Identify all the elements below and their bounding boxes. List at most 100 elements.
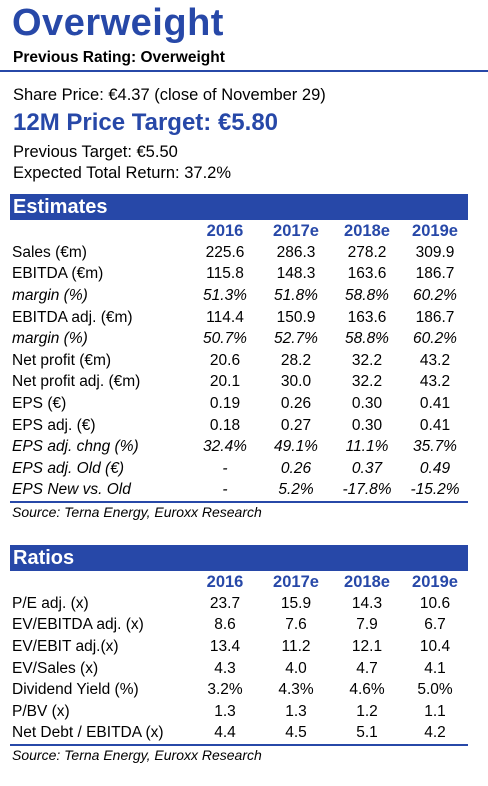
table-row: Net profit adj. (€m) 20.1 30.0 32.2 43.2 [10,372,468,394]
cell-value: 60.2% [413,330,457,348]
cell-value: 58.8% [345,286,389,304]
cell-value: 32.2 [351,351,383,369]
year-header-blank [10,571,190,593]
table-row: EBITDA adj. (€m) 114.4 150.9 163.6 186.7 [10,307,468,329]
row-label: Sales (€m) [12,243,87,261]
row-label: EV/EBIT adj.(x) [12,637,119,655]
table-row: EPS adj. Old (€) - 0.26 0.37 0.49 [10,458,468,480]
cell-value: 7.6 [285,616,307,634]
estimates-bottom-rule [10,501,468,503]
cell-value: 0.49 [419,459,451,477]
estimates-table: 2016 2017e 2018e 2019e Sales (€m) 225.6 286.3 2… [10,220,468,501]
cell-value: 20.6 [209,351,241,369]
table-row: EPS adj. (€) 0.18 0.27 0.30 0.41 [10,415,468,437]
table-row: Dividend Yield (%) 3.2% 4.3% 4.6% 5.0% [10,679,468,701]
cell-value: 115.8 [206,265,244,283]
table-row: Net profit (€m) 20.6 28.2 32.2 43.2 [10,350,468,372]
cell-value: 51.8% [274,286,318,304]
expected-return: Expected Total Return: 37.2% [13,164,231,182]
cell-value: 114.4 [206,308,244,326]
cell-value: 8.6 [214,616,236,634]
cell-value: 0.26 [280,394,312,412]
cell-value: -15.2% [410,481,460,499]
cell-value: 4.6% [349,681,385,699]
year-header-blank [10,220,190,242]
cell-value: 12.1 [351,637,383,655]
cell-value: 4.7 [356,659,378,677]
cell-value: 309.9 [415,243,455,261]
ratios-title: Ratios [10,545,468,571]
row-label: EPS adj. (€) [12,416,96,434]
cell-value: 28.2 [280,351,312,369]
year-header: 2018e [344,221,390,240]
cell-value: 43.2 [419,373,451,391]
cell-value: 4.5 [285,724,307,742]
row-label: EPS adj. Old (€) [12,459,124,477]
cell-value: 52.7% [274,330,318,348]
cell-value: - [222,459,228,477]
cell-value: 13.4 [209,637,241,655]
cell-value: 4.2 [424,724,446,742]
cell-value: 5.2% [278,481,314,499]
cell-value: 30.0 [280,373,312,391]
estimates-section: Estimates 2016 2017e 2018e 2019e Sales (€m) 2… [10,194,468,522]
cell-value: 51.3% [203,286,247,304]
table-row: margin (%) 51.3% 51.8% 58.8% 60.2% [10,285,468,307]
row-label: Dividend Yield (%) [12,681,139,699]
row-label: P/BV (x) [12,702,70,720]
cell-value: 0.30 [351,416,383,434]
cell-value: 32.2 [351,373,383,391]
cell-value: 148.3 [276,265,316,283]
cell-value: 1.2 [356,702,378,720]
price-target: 12M Price Target: €5.80 [13,109,279,136]
cell-value: 35.7% [413,438,457,456]
row-label: EPS (€) [12,394,67,412]
previous-rating: Previous Rating: Overweight [13,49,225,66]
year-header: 2017e [273,221,319,240]
row-label: P/E adj. (x) [12,594,89,612]
cell-value: 4.0 [285,659,307,677]
row-label: EPS New vs. Old [12,481,131,499]
table-row: Sales (€m) 225.6 286.3 278.2 309.9 [10,242,468,264]
cell-value: 278.2 [347,243,387,261]
cell-value: 0.41 [419,416,451,434]
year-header-row: 2016 2017e 2018e 2019e [10,571,468,593]
cell-value: 5.0% [417,681,453,699]
ratios-bottom-rule [10,744,468,746]
cell-value: 49.1% [274,438,318,456]
cell-value: 150.9 [276,308,316,326]
cell-value: 1.3 [285,702,307,720]
row-label: EV/EBITDA adj. (x) [12,616,144,634]
row-label: Net profit (€m) [12,351,112,369]
table-row: EPS (€) 0.19 0.26 0.30 0.41 [10,393,468,415]
header-divider [0,70,488,72]
ratios-table: 2016 2017e 2018e 2019e P/E adj. (x) 23.7 15.9 1… [10,571,468,744]
table-row: P/BV (x) 1.3 1.3 1.2 1.1 [10,701,468,723]
cell-value: 15.9 [280,594,312,612]
cell-value: 1.3 [214,702,236,720]
table-row: EPS adj. chng (%) 32.4% 49.1% 11.1% 35.7% [10,436,468,458]
cell-value: 4.1 [424,659,446,677]
year-header: 2016 [206,221,244,240]
table-row: EV/EBITDA adj. (x) 8.6 7.6 7.9 6.7 [10,615,468,637]
cell-value: 186.7 [415,265,455,283]
cell-value: 11.2 [281,637,311,655]
cell-value: 0.18 [209,416,241,434]
cell-value: -17.8% [342,481,392,499]
cell-value: 0.37 [351,459,383,477]
cell-value: 163.6 [347,308,387,326]
estimates-source: Source: Terna Energy, Euroxx Research [12,503,262,520]
cell-value: 11.1% [345,438,389,456]
table-row: EPS New vs. Old - 5.2% -17.8% -15.2% [10,480,468,502]
cell-value: 32.4% [203,438,247,456]
cell-value: 6.7 [424,616,446,634]
ratios-section: Ratios 2016 2017e 2018e 2019e P/E adj. (x) 23… [10,545,468,765]
year-header: 2018e [344,572,390,591]
cell-value: - [222,481,228,499]
cell-value: 0.41 [419,394,451,412]
cell-value: 0.27 [280,416,312,434]
cell-value: 0.26 [280,459,312,477]
cell-value: 5.1 [356,724,378,742]
table-row: P/E adj. (x) 23.7 15.9 14.3 10.6 [10,593,468,615]
table-row: EBITDA (€m) 115.8 148.3 163.6 186.7 [10,264,468,286]
